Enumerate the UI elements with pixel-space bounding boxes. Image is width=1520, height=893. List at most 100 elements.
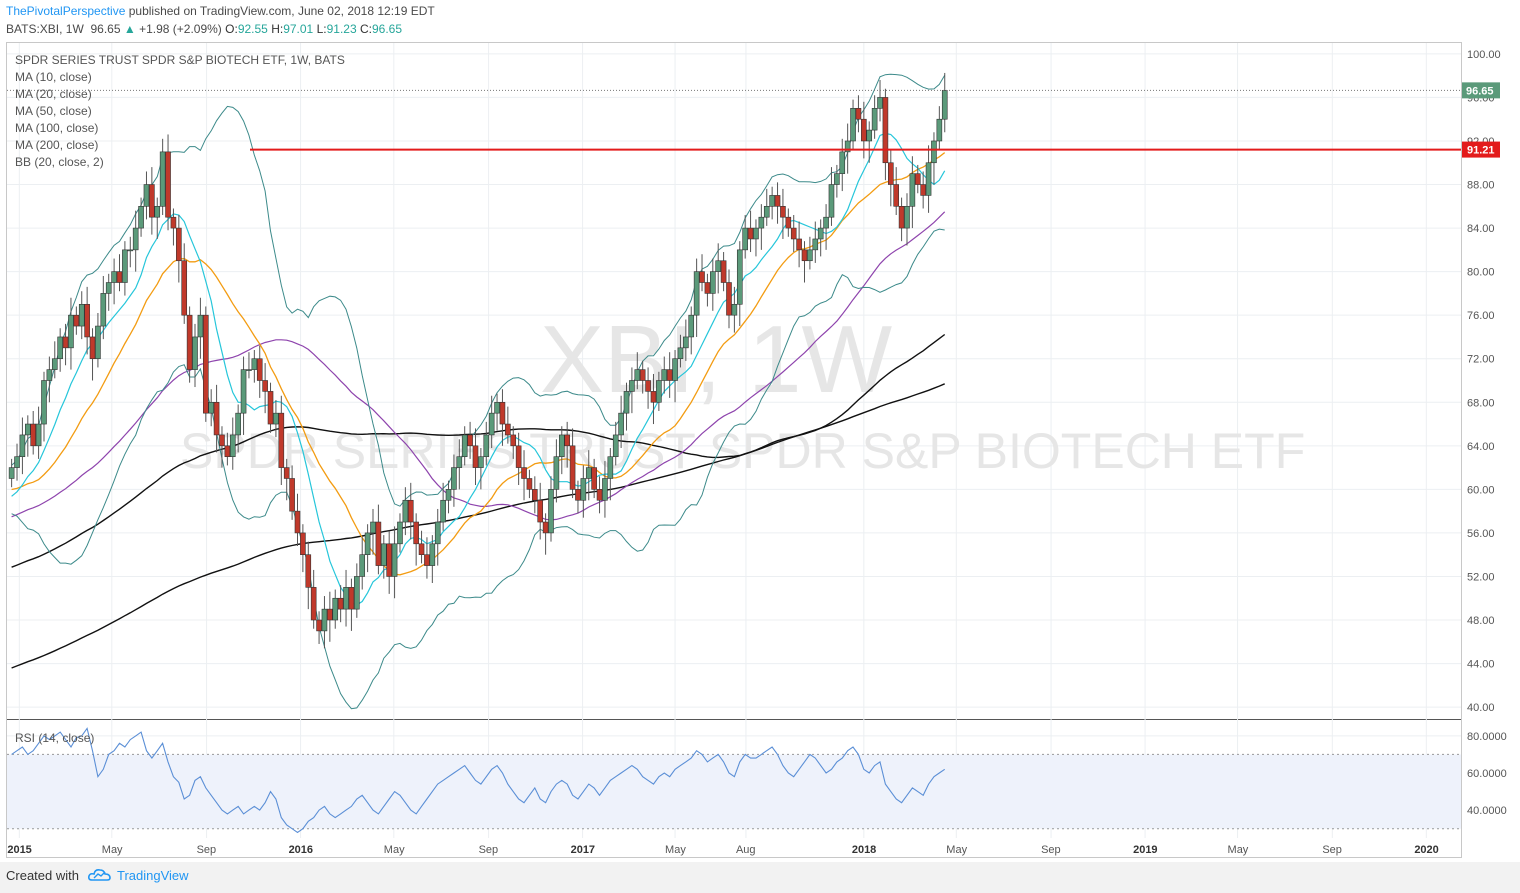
candle-body [224,445,231,458]
candle-body [672,358,678,381]
candle-body [305,554,312,588]
x-tick-label: 2016 [289,844,313,856]
candle-body [941,90,948,120]
change-arrow-icon: ▲ [123,22,136,36]
candle-body [742,227,748,251]
candle-body [925,162,932,196]
candle-body [747,227,754,240]
candle-body [812,238,819,251]
candle-body [715,260,722,272]
candle-body [19,434,26,458]
candle-body [111,271,117,283]
candle-body [656,380,662,403]
candle-body [51,358,58,370]
candle-body [246,369,252,371]
candle-body [424,554,430,566]
candle-body [235,412,241,436]
candle-body [898,206,905,229]
candle-body [122,249,128,283]
watermark-name: SPDR SERIES TRUST SPDR S&P BIOTECH ETF [180,423,1305,479]
y-tick-label: 60.00 [1467,484,1495,496]
y-tick-label: 40.00 [1467,702,1495,714]
candle-body [931,140,937,164]
candle-body [758,216,765,229]
close-value: 96.65 [371,22,402,36]
high-value: 97.01 [283,22,314,36]
candle-body [580,478,587,501]
candle-body [170,216,177,229]
author-link[interactable]: ThePivotalPerspective [6,4,126,18]
x-tick-label: Sep [1041,844,1061,856]
legend-rsi[interactable]: RSI (14, close) [15,731,95,745]
legend-ma100[interactable]: MA (100, close) [15,121,99,135]
candle-body [542,521,549,534]
candle-body [41,380,47,425]
y-tick-label: 100.00 [1467,49,1501,61]
y-tick-label: 72.00 [1467,354,1495,366]
candle-body [774,195,781,207]
ma100-line [11,333,946,568]
rsi-y-tick-label: 80.0000 [1467,731,1507,743]
candle-body [278,412,285,468]
candle-body [807,249,813,262]
candle-body [780,206,786,218]
y-tick-label: 88.00 [1467,180,1495,192]
candle-body [710,271,716,294]
candle-body [936,118,943,142]
resistance-price-tag [1462,141,1500,158]
candle-body [720,260,727,283]
last-price-tag [1462,82,1500,99]
legend-ma10[interactable]: MA (10, close) [15,70,92,84]
chart-frame[interactable] [6,42,1462,858]
candle-body [256,358,263,381]
candle-body [30,423,36,447]
created-with-text: Created with [6,868,79,883]
candle-body [402,499,409,523]
candle-body [25,423,31,436]
candle-body [354,576,360,610]
candle-body [871,108,878,131]
footer [0,862,1520,893]
candle-body [310,587,317,621]
ma20-line [11,152,946,576]
candle-body [202,314,209,414]
x-tick-label: Sep [197,844,217,856]
legend-ma20[interactable]: MA (20, close) [15,87,92,101]
legend-title: SPDR SERIES TRUST SPDR S&P BIOTECH ETF, … [15,53,345,67]
candle-body [100,293,107,327]
candle-body [300,532,306,555]
legend-ma200[interactable]: MA (200, close) [15,138,99,152]
candle-body [445,489,452,501]
candle-body [440,499,446,523]
legend-ma50[interactable]: MA (50, close) [15,104,92,118]
candle-body [505,423,511,436]
x-tick-label: May [665,844,686,856]
tradingview-brand[interactable]: TradingView [117,868,189,883]
candle-body [451,467,457,490]
tradingview-cloud-icon[interactable] [88,866,112,884]
y-tick-label: 68.00 [1467,397,1495,409]
x-tick-label: May [1228,844,1249,856]
candle-body [46,369,53,381]
y-tick-label: 48.00 [1467,615,1495,627]
publish-line: ThePivotalPerspective published on Tradi… [6,4,435,18]
y-tick-label: 56.00 [1467,528,1495,540]
candle-body [866,129,873,142]
candle-body [364,532,371,555]
candle-body [213,401,220,436]
bb-lower-line [11,228,945,710]
candle-body [138,206,144,229]
candle-body [429,543,436,566]
last-price-label: 96.65 [1466,85,1494,97]
candle-body [251,358,258,370]
candle-body [289,478,295,512]
candle-body [478,456,484,468]
candle-body [607,456,614,479]
candle-body [575,489,581,501]
legend-bb[interactable]: BB (20, close, 2) [15,155,104,169]
candle-body [904,206,910,229]
publish-info: published on TradingView.com, June 02, 2… [128,4,435,18]
candle-body [105,282,112,294]
candle-body [623,391,630,414]
